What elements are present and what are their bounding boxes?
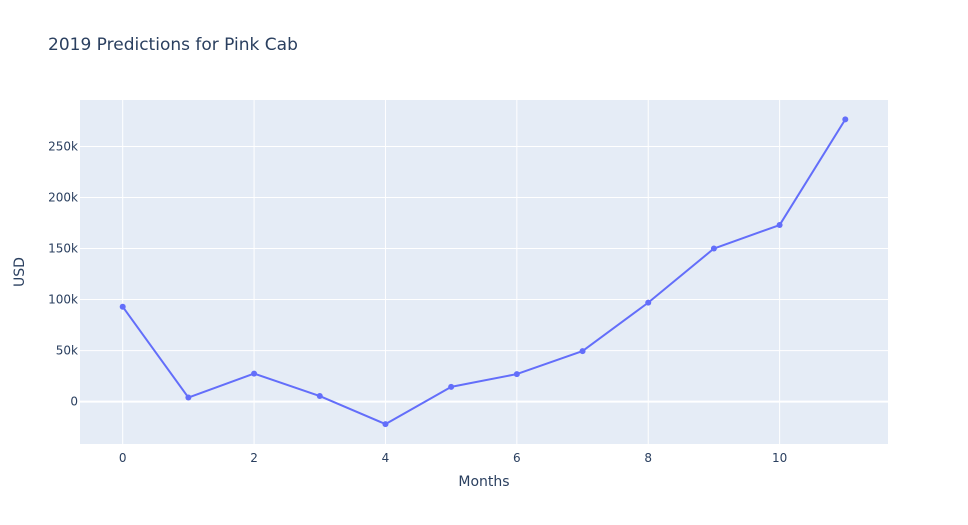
x-gridlines — [122, 100, 781, 444]
x-tick-label: 6 — [513, 451, 521, 465]
series-layer — [119, 116, 849, 428]
data-point[interactable] — [710, 245, 717, 252]
data-point[interactable] — [776, 222, 783, 229]
y-tick-label: 50k — [56, 344, 78, 358]
data-point[interactable] — [119, 303, 126, 310]
plot-area — [80, 100, 888, 444]
data-point[interactable] — [382, 421, 389, 428]
y-tick-labels: 0 50k 100k 150k 200k 250k — [48, 139, 78, 408]
data-point[interactable] — [251, 370, 258, 377]
data-point[interactable] — [316, 393, 323, 400]
series-line — [121, 118, 847, 426]
data-point[interactable] — [579, 348, 586, 355]
y-tick-label: 200k — [48, 190, 78, 204]
x-tick-label: 0 — [119, 451, 127, 465]
y-axis-label: USD — [12, 257, 28, 287]
y-tick-label: 150k — [48, 242, 78, 256]
y-tick-label: 250k — [48, 139, 78, 153]
x-axis-label: Months — [458, 474, 509, 490]
x-tick-label: 2 — [250, 451, 258, 465]
y-tick-label: 0 — [70, 395, 78, 409]
data-point[interactable] — [185, 394, 192, 401]
x-tick-labels: 0 2 4 6 8 10 — [119, 451, 787, 465]
data-point[interactable] — [513, 371, 520, 378]
data-point[interactable] — [448, 383, 455, 390]
x-tick-label: 4 — [382, 451, 390, 465]
x-tick-label: 8 — [644, 451, 652, 465]
data-point[interactable] — [645, 299, 652, 306]
data-point[interactable] — [842, 116, 849, 123]
x-tick-label: 10 — [772, 451, 787, 465]
chart-title: 2019 Predictions for Pink Cab — [48, 35, 298, 55]
y-gridlines — [80, 145, 888, 403]
y-tick-label: 100k — [48, 293, 78, 307]
